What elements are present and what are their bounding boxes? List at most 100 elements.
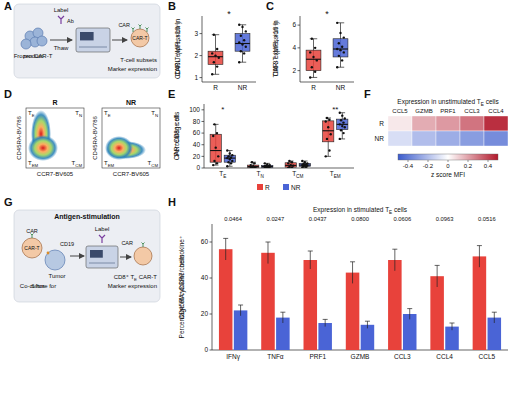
tick-label: 0 xyxy=(196,164,200,171)
tspan: for xyxy=(49,283,56,289)
point xyxy=(341,125,343,127)
tspan: CAR-T xyxy=(139,274,158,280)
tspan: GZMB xyxy=(351,353,370,360)
panel-letter: A xyxy=(4,0,12,12)
point xyxy=(344,117,346,119)
axis-title: TIM-3 expression inCAR-T (MFI, ×10⁴) xyxy=(272,20,280,77)
category-label: CCL4 xyxy=(436,353,453,360)
tick xyxy=(298,25,301,26)
category-label: TCM xyxy=(292,170,303,179)
tspan: 60 xyxy=(201,238,209,245)
significance: ** xyxy=(332,105,338,114)
whisker-cap xyxy=(213,124,219,125)
box xyxy=(235,34,250,52)
diagram-frame xyxy=(14,4,160,78)
tspan: TN xyxy=(151,110,158,118)
category-label: CCL3 xyxy=(394,353,411,360)
tick xyxy=(202,144,205,145)
error-bar xyxy=(267,242,268,264)
tspan: CAR xyxy=(118,22,130,28)
tspan: F xyxy=(364,88,371,100)
tspan: GZMB xyxy=(351,353,370,360)
column-label: GZMB xyxy=(415,108,432,114)
point xyxy=(243,52,245,54)
tspan: Antigen-stimulation xyxy=(54,213,120,221)
panel-letter: F xyxy=(364,88,371,100)
box xyxy=(224,155,235,162)
point xyxy=(230,156,232,158)
whisker-cap xyxy=(325,117,331,118)
quadrant-label: TN xyxy=(75,110,82,118)
point xyxy=(341,59,343,61)
bar xyxy=(473,256,487,350)
median xyxy=(285,165,296,166)
whisker xyxy=(242,25,243,62)
tspan: 1 xyxy=(194,74,198,81)
tspan: A xyxy=(4,0,12,12)
tspan: E xyxy=(32,113,35,118)
bar xyxy=(304,260,318,350)
quadrant-label: TCM xyxy=(72,160,83,168)
tick xyxy=(202,121,205,122)
row-label: R xyxy=(379,120,384,127)
axis-title: Percentage ofCAR⁺CD8⁺ cells xyxy=(173,111,181,160)
point xyxy=(241,43,243,45)
tspan: R xyxy=(311,84,316,91)
point xyxy=(253,162,255,164)
whisker-cap xyxy=(212,34,219,35)
tspan: CAR-T xyxy=(24,245,39,251)
error-cap xyxy=(492,312,497,313)
error-cap xyxy=(238,305,243,306)
tspan: CCL4 xyxy=(488,108,504,114)
density xyxy=(28,135,58,161)
tspan: cells xyxy=(486,98,500,105)
car-icon xyxy=(146,28,149,33)
tspan: hrs xyxy=(36,283,44,289)
point xyxy=(264,162,266,164)
tspan: CAR-T xyxy=(132,35,147,41)
cell xyxy=(484,131,508,146)
error-cap xyxy=(450,323,455,324)
tspan: -0.4 xyxy=(403,163,414,169)
arrow xyxy=(50,40,72,41)
tspan: EM xyxy=(334,174,341,179)
axis-title: CD45RA-BV786 xyxy=(92,115,98,159)
colorbar-title: z score MFI xyxy=(431,171,465,178)
error-bar xyxy=(479,246,480,268)
tick-label: 40 xyxy=(201,274,209,281)
category-label: NR xyxy=(336,84,346,91)
tspan: TEM xyxy=(104,160,115,168)
tspan: Tumor xyxy=(48,273,65,279)
cell xyxy=(460,116,484,131)
cytometer-icon xyxy=(80,32,94,40)
chart-title: Expression in unstimulated TE cells xyxy=(397,98,499,107)
diagram: Frozen CAR-TproductThawLabelAbCARCAR-TT-… xyxy=(14,4,160,78)
tspan: R xyxy=(52,99,57,106)
diagram-frame xyxy=(14,210,160,302)
whisker-cap xyxy=(337,67,344,68)
tspan: Marker expression xyxy=(108,283,157,289)
point xyxy=(340,119,342,121)
tspan: A xyxy=(4,0,12,12)
arrow xyxy=(120,257,131,258)
label: Label xyxy=(54,7,69,13)
tspan: MFI xyxy=(454,171,465,178)
tspan: TE xyxy=(28,110,35,118)
tspan: EM xyxy=(108,163,115,168)
error-bar xyxy=(367,321,368,328)
tick xyxy=(210,314,213,315)
point xyxy=(240,50,242,52)
point xyxy=(217,155,219,157)
tspan: TCM xyxy=(148,160,159,168)
whisker-cap xyxy=(212,74,219,75)
label: Marker expression xyxy=(108,66,157,72)
p-value: 0.0437 xyxy=(309,216,327,222)
box xyxy=(333,39,348,57)
panel-letter: D xyxy=(4,88,12,100)
tspan: 1 xyxy=(194,74,198,81)
tspan: 0.0247 xyxy=(267,216,285,222)
column-label: PRF1 xyxy=(440,108,456,114)
error-cap xyxy=(265,242,270,243)
tick-label: 80 xyxy=(193,118,201,125)
median xyxy=(323,130,334,131)
